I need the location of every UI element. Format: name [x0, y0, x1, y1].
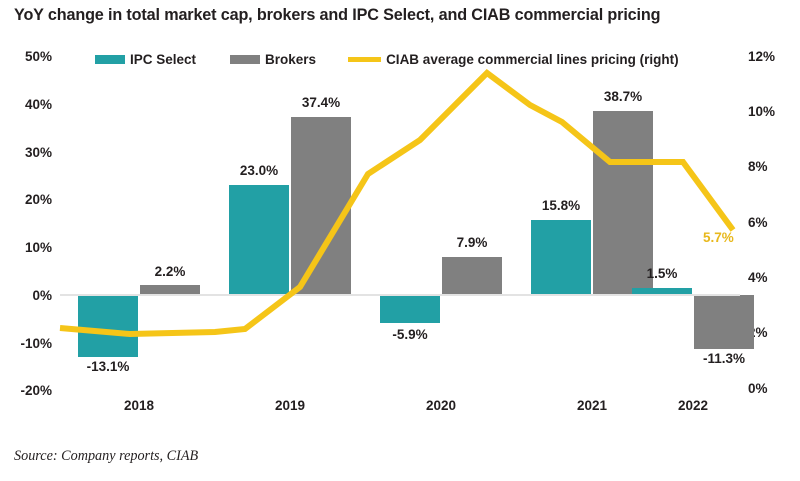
bar-label-brokers-2022: -11.3%	[702, 351, 746, 366]
y-axis-left-tick-neg20: -20%	[20, 383, 52, 398]
x-axis-label-2022: 2022	[677, 398, 709, 413]
x-axis-label-2018: 2018	[123, 398, 155, 413]
chart-title: YoY change in total market cap, brokers …	[14, 6, 661, 24]
y-axis-right-tick-12: 12%	[748, 49, 776, 64]
y-axis-left-tick-0: 0%	[32, 288, 52, 303]
bar-brokers-2022[interactable]	[694, 295, 754, 349]
legend-item-ipc-select[interactable]: IPC Select	[95, 52, 196, 67]
legend-swatch-ipc-select-icon	[95, 54, 125, 64]
x-axis-label-2020: 2020	[425, 398, 457, 413]
y-axis-left-tick-30: 30%	[24, 145, 52, 160]
y-axis-left-tick-10: 10%	[24, 240, 52, 255]
bar-label-brokers-2020: 7.9%	[456, 235, 488, 250]
legend-item-ciab-line[interactable]: CIAB average commercial lines pricing (r…	[348, 52, 679, 67]
y-axis-right-tick-2: 2%	[748, 325, 768, 340]
y-axis-left-tick-50: 50%	[24, 49, 52, 64]
y-axis-right-tick-6: 6%	[748, 215, 768, 230]
line-end-label-2022: 5.7%	[703, 230, 734, 245]
bar-label-brokers-2018: 2.2%	[154, 264, 186, 279]
bar-brokers-2019[interactable]	[291, 117, 351, 295]
x-axis-label-2019: 2019	[274, 398, 306, 413]
y-axis-right-tick-10: 10%	[748, 104, 776, 119]
zero-baseline	[60, 294, 740, 296]
bar-label-ipc-select-2022: 1.5%	[646, 266, 678, 281]
bar-label-brokers-2019: 37.4%	[301, 95, 341, 110]
y-axis-left-tick-neg10: -10%	[20, 336, 52, 351]
legend-label-ciab-line: CIAB average commercial lines pricing (r…	[386, 51, 679, 67]
bar-brokers-2020[interactable]	[442, 257, 502, 295]
bar-ipc-select-2018[interactable]	[78, 295, 138, 357]
legend-item-brokers[interactable]: Brokers	[230, 52, 316, 67]
source-note: Source: Company reports, CIAB	[14, 448, 199, 464]
legend-label-brokers: Brokers	[265, 51, 317, 67]
y-axis-right-tick-0: 0%	[748, 381, 768, 396]
y-axis-right-tick-8: 8%	[748, 159, 768, 174]
bar-label-ipc-select-2018: -13.1%	[86, 359, 130, 374]
y-axis-left-tick-20: 20%	[24, 192, 52, 207]
y-axis-left-tick-40: 40%	[24, 97, 52, 112]
legend-label-ipc-select: IPC Select	[130, 51, 197, 67]
y-axis-right-tick-4: 4%	[748, 270, 768, 285]
chart-legend: IPC Select Brokers CIAB average commerci…	[95, 48, 679, 70]
legend-swatch-ciab-line-icon	[348, 56, 382, 62]
bar-ipc-select-2021[interactable]	[531, 220, 591, 295]
legend-swatch-brokers-icon	[230, 54, 261, 64]
x-axis-label-2021: 2021	[576, 398, 608, 413]
bar-label-ipc-select-2020: -5.9%	[392, 327, 428, 342]
bar-ipc-select-2020[interactable]	[380, 295, 440, 323]
bar-label-brokers-2021: 38.7%	[603, 89, 643, 104]
bar-ipc-select-2019[interactable]	[229, 185, 289, 295]
